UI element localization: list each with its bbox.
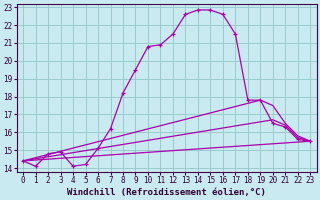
X-axis label: Windchill (Refroidissement éolien,°C): Windchill (Refroidissement éolien,°C)	[67, 188, 266, 197]
